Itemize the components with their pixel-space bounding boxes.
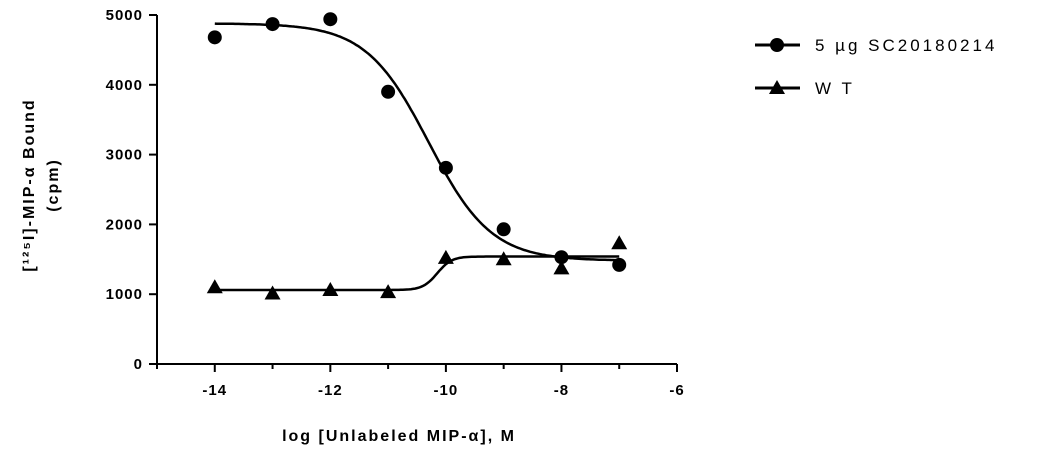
data-point-series-1 xyxy=(265,17,280,32)
x-tick-label: -8 xyxy=(554,382,569,399)
fit-curve-series-2 xyxy=(214,255,620,292)
x-tick-label: -6 xyxy=(669,382,684,399)
data-point-series-2 xyxy=(264,285,281,300)
data-point-series-1 xyxy=(438,160,453,175)
y-tick-label: 2000 xyxy=(106,216,143,233)
legend-label-series-2: W T xyxy=(815,79,855,98)
legend-item-series-1: 5 µg SC20180214 xyxy=(755,36,997,55)
y-tick-label: 1000 xyxy=(106,286,143,303)
data-point-series-1 xyxy=(612,257,627,272)
x-axis-ticks: -14 -12 -10 -8 -6 xyxy=(156,364,684,399)
data-point-series-2 xyxy=(495,251,512,266)
x-tick-label: -10 xyxy=(434,382,459,399)
data-point-series-1 xyxy=(381,84,396,99)
data-point-series-1 xyxy=(323,12,338,27)
y-tick-label: 3000 xyxy=(106,147,143,164)
y-axis-title-line1: [¹²⁵I]-MIP-α Bound xyxy=(21,98,38,271)
x-tick-label: -14 xyxy=(202,382,227,399)
data-point-series-2 xyxy=(322,282,339,297)
data-point-series-2 xyxy=(611,235,628,250)
y-axis-ticks: 0 1000 2000 3000 4000 5000 xyxy=(106,7,157,373)
data-point-series-2 xyxy=(437,249,454,264)
fit-curve-series-1 xyxy=(214,22,620,262)
legend-label-series-1: 5 µg SC20180214 xyxy=(815,36,997,55)
plot-area xyxy=(206,12,628,300)
y-tick-label: 4000 xyxy=(106,77,143,94)
data-point-series-2 xyxy=(553,260,570,275)
data-point-series-2 xyxy=(380,284,397,299)
legend-marker-triangle xyxy=(769,80,785,94)
data-point-series-1 xyxy=(207,30,222,45)
x-tick-label: -12 xyxy=(318,382,343,399)
y-tick-label: 5000 xyxy=(106,7,143,24)
data-point-series-2 xyxy=(206,279,223,294)
legend-item-series-2: W T xyxy=(755,79,855,98)
y-axis-title-line2: (cpm) xyxy=(45,158,62,212)
x-axis-title: log [Unlabeled MIP-α], M xyxy=(282,428,516,445)
y-tick-label: 0 xyxy=(134,356,143,373)
legend-marker-circle xyxy=(770,38,784,52)
data-point-series-1 xyxy=(496,222,511,237)
axes xyxy=(156,15,677,365)
legend: 5 µg SC20180214 W T xyxy=(755,36,997,98)
